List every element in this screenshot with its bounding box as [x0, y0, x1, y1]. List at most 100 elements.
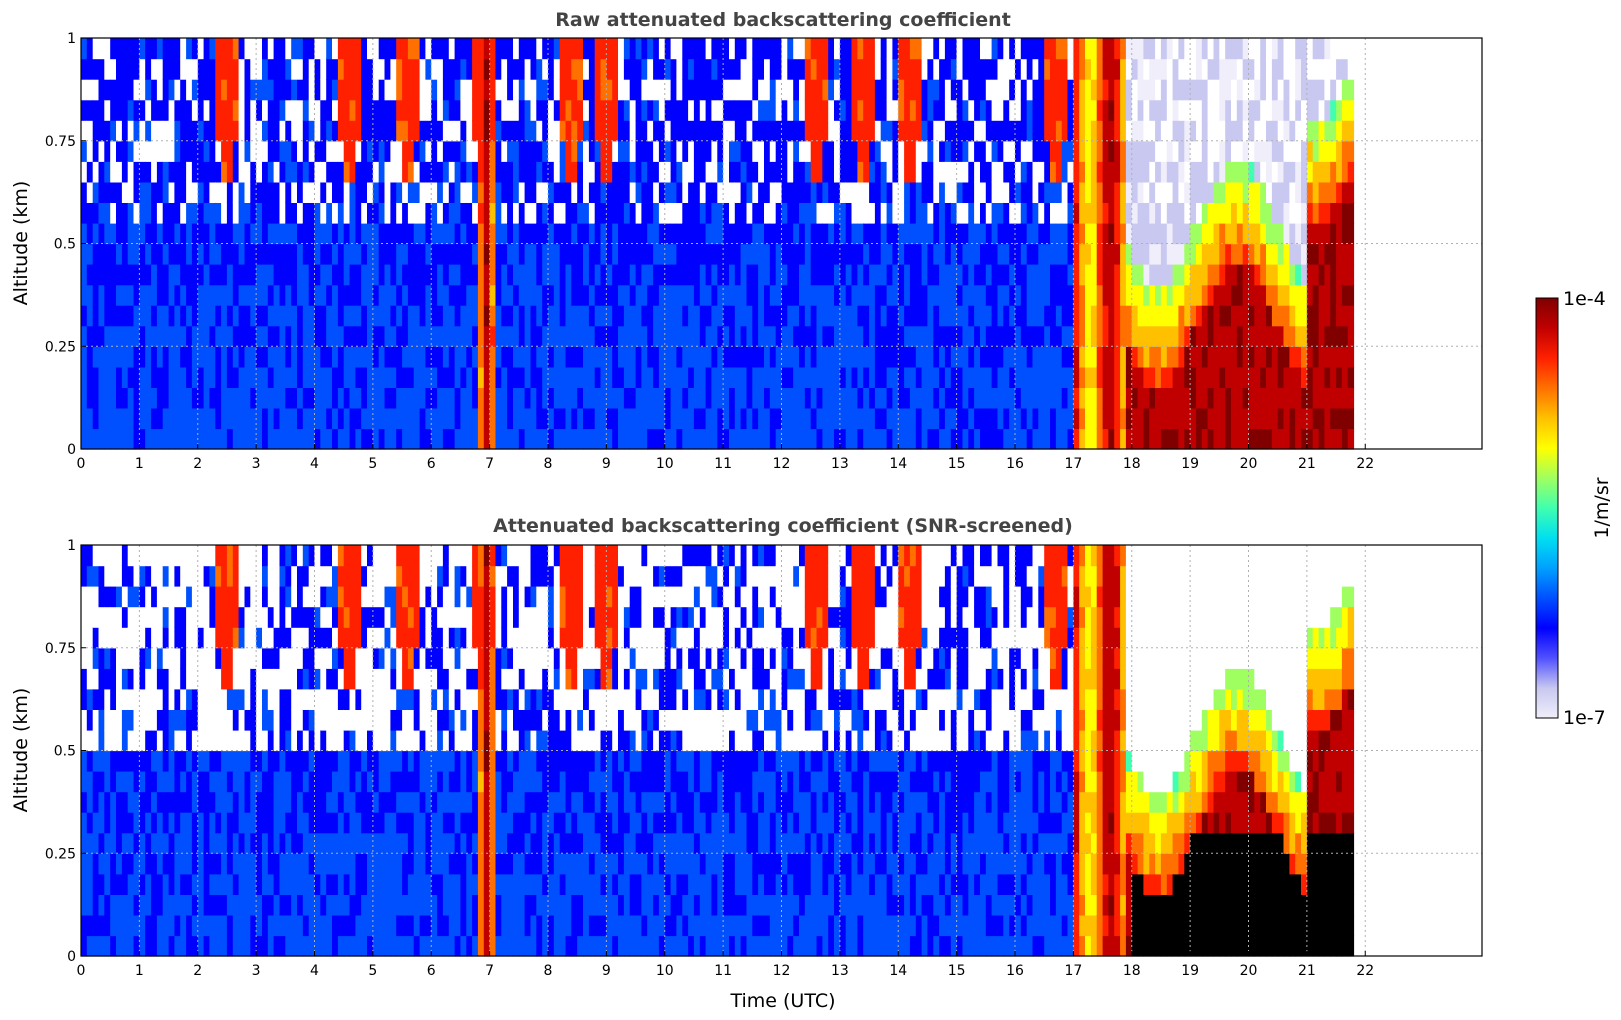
heatmap-cell — [980, 140, 987, 162]
heatmap-cell — [991, 346, 998, 368]
x-tick-label: 3 — [252, 456, 261, 472]
heatmap-cell — [1032, 223, 1039, 245]
heatmap-cell — [787, 161, 794, 183]
heatmap-cell — [559, 38, 567, 60]
heatmap-cell — [804, 243, 812, 265]
heatmap-cell — [308, 325, 316, 347]
heatmap-cell — [974, 346, 981, 368]
heatmap-cell — [92, 709, 100, 731]
heatmap-cell — [302, 284, 310, 306]
heatmap-cell — [915, 99, 923, 121]
heatmap-cell — [1079, 120, 1086, 142]
heatmap-cell — [285, 161, 292, 183]
heatmap-cell — [180, 161, 187, 183]
heatmap-cell — [250, 305, 257, 327]
heatmap-cell — [180, 832, 187, 854]
heatmap-cell — [1324, 120, 1331, 142]
heatmap-cell — [1044, 366, 1051, 388]
heatmap-cell — [670, 140, 677, 162]
heatmap-cell — [448, 140, 456, 162]
heatmap-cell — [489, 181, 496, 203]
heatmap-cell — [1108, 140, 1115, 162]
heatmap-cell — [565, 284, 572, 306]
heatmap-cell — [1207, 366, 1214, 388]
heatmap-cell — [921, 181, 928, 203]
heatmap-cell — [874, 79, 882, 101]
heatmap-cell — [723, 305, 730, 327]
x-tick-label: 16 — [1006, 456, 1024, 472]
heatmap-cell — [355, 181, 362, 203]
heatmap-cell — [851, 38, 858, 60]
heatmap-cell — [606, 387, 613, 409]
heatmap-cell — [618, 58, 625, 80]
heatmap-cell — [874, 140, 882, 162]
heatmap-cell — [407, 325, 415, 347]
heatmap-cell — [997, 264, 1004, 286]
heatmap-cell — [682, 264, 689, 286]
heatmap-cell — [110, 181, 117, 203]
heatmap-cell — [869, 223, 876, 245]
heatmap-cell — [361, 387, 368, 409]
heatmap-cell — [874, 202, 882, 224]
heatmap-cell — [168, 181, 175, 203]
heatmap-cell — [513, 407, 520, 430]
heatmap-cell — [1026, 38, 1034, 60]
heatmap-cell — [413, 305, 421, 327]
heatmap-cell — [98, 688, 105, 710]
heatmap-cell — [1003, 99, 1010, 121]
heatmap-cell — [909, 243, 917, 265]
heatmap-cell — [1026, 202, 1034, 224]
heatmap-cell — [553, 387, 561, 409]
heatmap-cell — [1149, 161, 1156, 183]
heatmap-cell — [279, 387, 286, 409]
heatmap-cell — [483, 366, 491, 388]
heatmap-cell — [1184, 305, 1191, 327]
heatmap-cell — [1102, 202, 1109, 224]
heatmap-cell — [1289, 181, 1296, 203]
heatmap-cell — [483, 387, 491, 409]
heatmap-cell — [921, 79, 928, 101]
heatmap-cell — [460, 58, 467, 80]
heatmap-cell — [898, 428, 905, 450]
heatmap-cell — [343, 428, 351, 450]
heatmap-cell — [86, 38, 94, 60]
heatmap-cell — [571, 202, 578, 224]
heatmap-cell — [775, 202, 783, 224]
heatmap-cell — [238, 243, 245, 265]
heatmap-cell — [799, 264, 806, 286]
heatmap-cell — [437, 202, 444, 224]
heatmap-cell — [909, 202, 917, 224]
heatmap-cell — [793, 99, 800, 121]
panel-title: Attenuated backscattering coefficient (S… — [493, 515, 1073, 537]
heatmap-cell — [116, 120, 123, 142]
y-tick-label: 1 — [67, 31, 76, 47]
heatmap-cell — [221, 914, 228, 937]
heatmap-cell — [442, 202, 450, 224]
heatmap-cell — [1347, 202, 1355, 224]
heatmap-cell — [658, 120, 666, 142]
heatmap-cell — [1044, 140, 1051, 162]
heatmap-cell — [337, 181, 345, 203]
heatmap-cell — [764, 387, 771, 409]
heatmap-cell — [343, 202, 351, 224]
heatmap-cell — [1166, 428, 1174, 450]
heatmap-cell — [536, 305, 543, 327]
heatmap-cell — [407, 346, 415, 368]
heatmap-cell — [448, 366, 456, 388]
heatmap-cell — [1266, 325, 1273, 347]
heatmap-cell — [530, 346, 537, 368]
heatmap-cell — [98, 202, 105, 224]
heatmap-cell — [378, 58, 386, 80]
heatmap-cell — [191, 284, 199, 306]
heatmap-cell — [1044, 58, 1051, 80]
heatmap-cell — [548, 325, 555, 347]
heatmap-cell — [203, 853, 210, 875]
heatmap-cell — [419, 325, 426, 347]
heatmap-cell — [361, 264, 368, 286]
heatmap-cell — [1020, 428, 1028, 450]
heatmap-cell — [162, 586, 170, 608]
heatmap-cell — [1207, 58, 1214, 80]
heatmap-cell — [337, 243, 345, 265]
heatmap-cell — [372, 120, 380, 142]
heatmap-cell — [688, 325, 695, 347]
